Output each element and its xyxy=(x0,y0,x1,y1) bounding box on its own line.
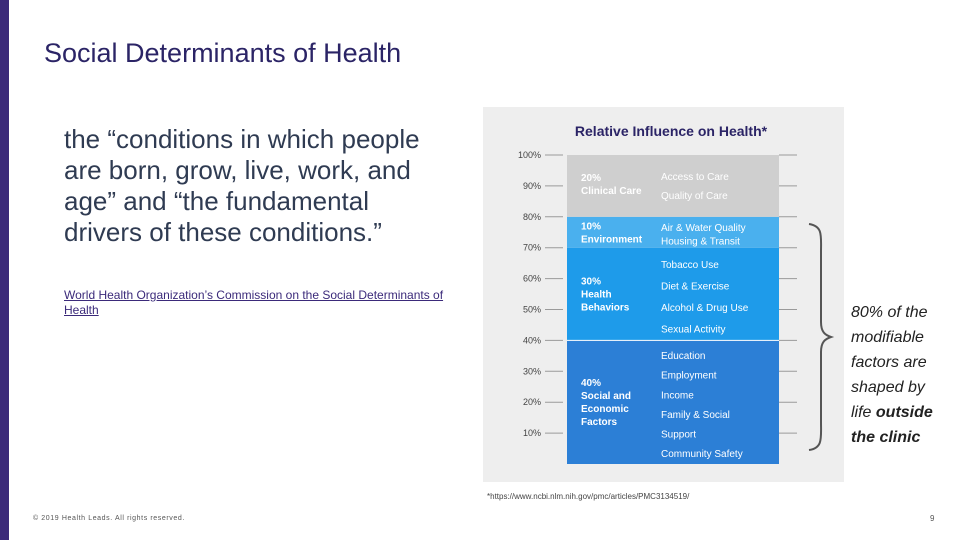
callout-emphasis: outside xyxy=(875,404,933,421)
y-tick-label: 60% xyxy=(523,274,541,284)
segment-name-label: Social and xyxy=(581,391,631,402)
segment-percent-label: 40% xyxy=(581,378,601,389)
factor-item-label: Diet & Exercise xyxy=(661,281,730,292)
factor-item-label: Access to Care xyxy=(661,172,729,183)
segment-name-label: Factors xyxy=(581,417,618,428)
segment-percent-label: 30% xyxy=(581,277,601,288)
factor-item-label: Support xyxy=(661,430,696,441)
accent-bar xyxy=(0,0,9,540)
y-tick-label: 20% xyxy=(523,397,541,407)
bar-segment xyxy=(567,340,779,464)
bracket-icon xyxy=(808,223,835,451)
callout-line: life xyxy=(851,404,876,421)
factor-item-label: Sexual Activity xyxy=(661,325,725,336)
factor-item-label: Housing & Transit xyxy=(661,236,740,247)
chart-title: Relative Influence on Health* xyxy=(575,123,768,139)
segment-name-label: Environment xyxy=(581,234,643,245)
y-tick-label: 90% xyxy=(523,181,541,191)
source-link[interactable]: World Health Organization’s Commission o… xyxy=(64,288,444,317)
segment-percent-label: 20% xyxy=(581,173,601,184)
segment-percent-label: 10% xyxy=(581,221,601,232)
y-tick-label: 30% xyxy=(523,366,541,376)
callout-line: shaped by xyxy=(851,379,925,396)
segment-name-label: Behaviors xyxy=(581,303,630,314)
y-tick-label: 100% xyxy=(518,150,541,160)
callout-line: modifiable xyxy=(851,329,924,346)
segment-name-label: Clinical Care xyxy=(581,186,642,197)
bar-segment xyxy=(567,155,779,217)
factor-item-label: Alcohol & Drug Use xyxy=(661,303,749,314)
copyright: © 2019 Health Leads. All rights reserved… xyxy=(33,515,185,522)
page-number: 9 xyxy=(930,514,935,523)
factor-item-label: Education xyxy=(661,351,705,362)
factor-item-label: Quality of Care xyxy=(661,191,728,202)
segment-name-label: Economic xyxy=(581,404,629,415)
influence-chart: Relative Influence on Health* 40% Social a… xyxy=(518,123,797,464)
y-tick-label: 80% xyxy=(523,212,541,222)
slide-title: Social Determinants of Health xyxy=(44,38,402,68)
factor-item-label: Income xyxy=(661,390,694,401)
factor-item-label: Employment xyxy=(661,371,717,382)
y-tick-label: 70% xyxy=(523,243,541,253)
y-tick-label: 50% xyxy=(523,305,541,315)
y-tick-label: 40% xyxy=(523,335,541,345)
callout-line: factors are xyxy=(851,354,927,371)
definition-quote: the “conditions in which people are born… xyxy=(64,124,420,247)
y-tick-label: 10% xyxy=(523,428,541,438)
factor-item-label: Air & Water Quality xyxy=(661,223,746,234)
callout-text: 80% of the modifiable factors are shaped… xyxy=(851,300,933,450)
factor-item-label: Family & Social xyxy=(661,410,730,421)
callout-line: 80% of the xyxy=(851,304,928,321)
factor-item-label: Tobacco Use xyxy=(661,260,719,271)
bar-segment xyxy=(567,247,779,341)
callout-emphasis: the clinic xyxy=(851,429,921,446)
bar-segment xyxy=(567,216,779,248)
segment-name-label: Health xyxy=(581,290,612,301)
chart-panel: Relative Influence on Health* 40% Social a… xyxy=(483,107,844,482)
footnote: *https://www.ncbi.nlm.nih.gov/pmc/articl… xyxy=(487,492,690,501)
factor-item-label: Community Safety xyxy=(661,449,743,460)
